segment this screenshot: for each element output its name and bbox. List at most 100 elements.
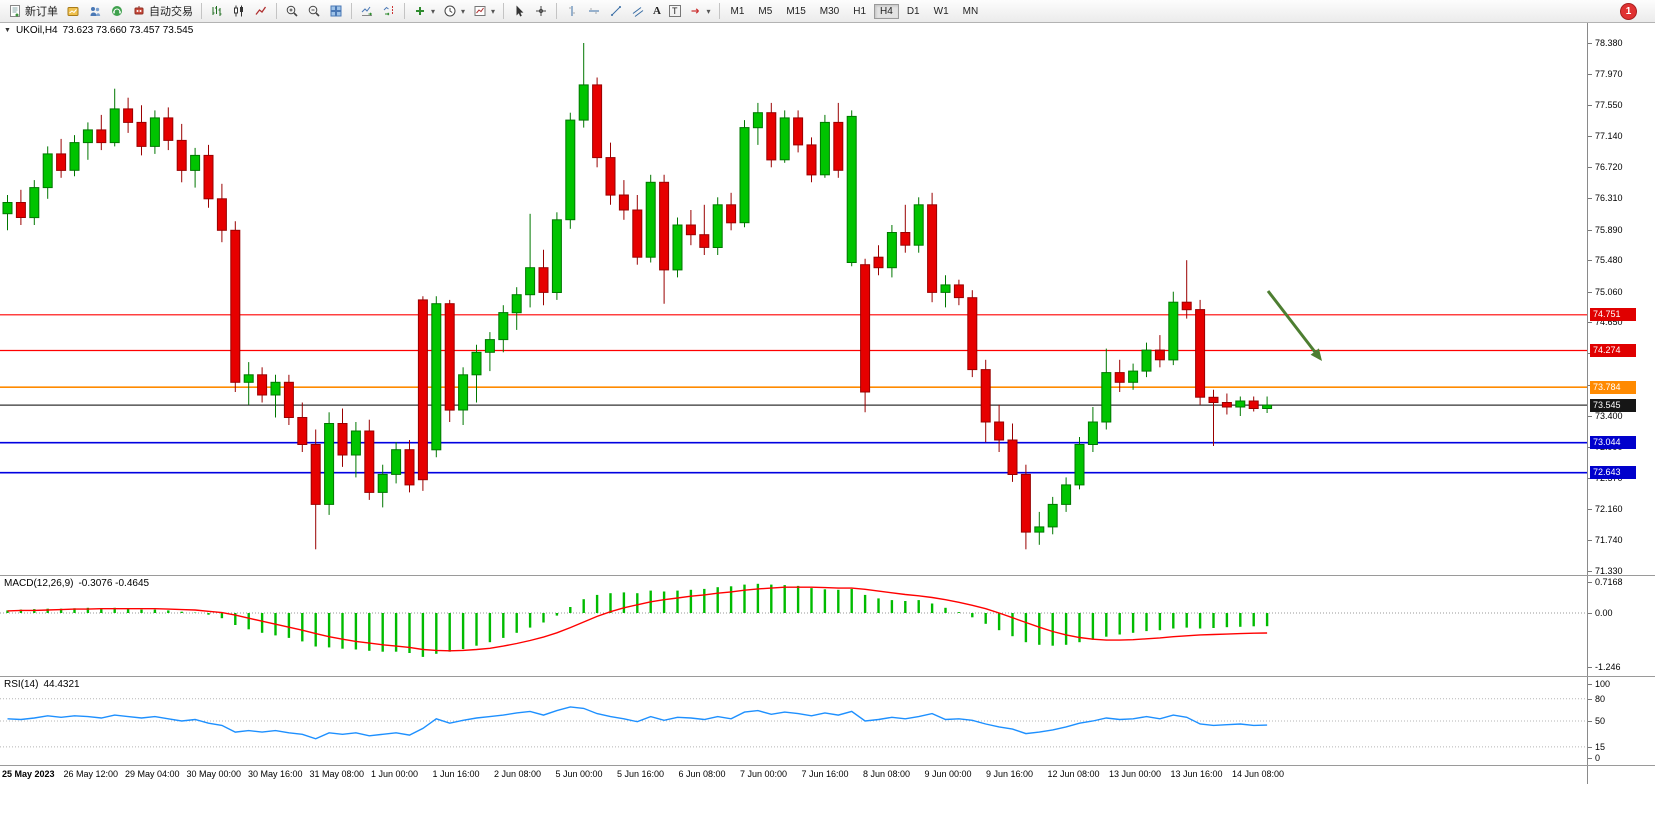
candlestick-chart-icon (232, 4, 246, 18)
macd-scale-label: 0.00 (1595, 608, 1613, 618)
charts-button[interactable] (62, 0, 84, 22)
scale-tick (1588, 43, 1592, 44)
price-tick-label: 77.550 (1595, 100, 1623, 111)
rsi-value: 44.4321 (43, 679, 80, 690)
rsi-panel[interactable]: RSI(14) 44.4321 (0, 677, 1588, 765)
macd-chart[interactable] (0, 576, 1587, 676)
macd-panel[interactable]: MACD(12,26,9) -0.3076 -0.4645 (0, 576, 1588, 676)
ohlc-text: 73.623 73.660 73.457 73.545 (62, 25, 194, 36)
candlestick-chart-button[interactable] (228, 0, 250, 22)
periods-dropdown[interactable]: ▾ (439, 0, 469, 22)
zoom-out-button[interactable] (303, 0, 325, 22)
time-axis-label: 8 Jun 08:00 (863, 769, 911, 779)
shapes-dropdown[interactable]: ▾ (685, 0, 715, 22)
scale-tick (1588, 540, 1592, 542)
text-tool-button[interactable]: A (649, 0, 665, 22)
scale-tick (1588, 105, 1592, 107)
rsi-scale-label: 100 (1595, 679, 1611, 689)
time-axis-row: 25 May 2023 26 May 12:00 29 May 04:00 30 Ma… (0, 765, 1655, 784)
support-button[interactable] (106, 0, 128, 22)
timeframe-m1[interactable]: M1 (730, 5, 745, 17)
indicators-dropdown[interactable]: ▾ (409, 0, 439, 22)
notification-badge[interactable]: 1 (1620, 2, 1637, 20)
time-axis-label: 1 Jun 16:00 (432, 769, 480, 779)
vertical-line-icon (565, 4, 579, 18)
price-tick-label: 71.330 (1595, 566, 1623, 575)
timeframe-m15[interactable]: M15 (786, 5, 806, 17)
price-tag: 74.751 (1590, 308, 1636, 322)
new-order-button[interactable]: 新订单 (4, 0, 62, 22)
auto-scroll-button[interactable] (356, 0, 378, 22)
scale-tick (1588, 167, 1592, 169)
scale-tick (1588, 135, 1592, 137)
scale-tick (1588, 229, 1592, 231)
channel-button[interactable] (627, 0, 649, 22)
price-tick-label: 76.310 (1595, 193, 1623, 204)
price-chart-panel[interactable]: ▼ UKOil,H4 73.623 73.660 73.457 73.545 (0, 23, 1588, 575)
candlestick-chart[interactable] (0, 23, 1587, 575)
timeframe-d1[interactable]: D1 (906, 5, 920, 17)
time-axis-label: 2 Jun 08:00 (494, 769, 542, 779)
price-tick-label: 75.890 (1595, 224, 1623, 235)
chevron-down-icon[interactable]: ▼ (4, 27, 11, 34)
time-axis[interactable]: 25 May 2023 26 May 12:00 29 May 04:00 30 Ma… (0, 766, 1588, 784)
price-tick-label: 73.400 (1595, 411, 1623, 421)
label-tool-button[interactable]: T (665, 0, 685, 22)
price-tick-label: 72.160 (1595, 503, 1623, 514)
macd-signal-line (7, 586, 1268, 652)
price-tag: 73.784 (1590, 380, 1636, 394)
annotation-arrow[interactable] (1266, 290, 1319, 357)
toolbar-separator (556, 3, 558, 19)
chart-symbol-label: ▼ UKOil,H4 73.623 73.660 73.457 73.545 (4, 25, 193, 36)
price-tick-label: 74.650 (1595, 317, 1623, 328)
macd-values: -0.3076 -0.4645 (78, 578, 150, 589)
timeframe-h1[interactable]: H1 (853, 5, 867, 17)
horizontal-line-button[interactable] (583, 0, 605, 22)
symbol-text: UKOil,H4 (15, 25, 58, 36)
line-chart-button[interactable] (250, 0, 272, 22)
tile-windows-button[interactable] (325, 0, 347, 22)
time-axis-label: 12 Jun 08:00 (1047, 769, 1100, 779)
bar-chart-button[interactable] (206, 0, 228, 22)
bar-chart-icon (210, 4, 224, 18)
chevron-down-icon: ▾ (461, 6, 466, 16)
price-tick-label: 75.480 (1595, 255, 1623, 266)
timeframe-m5[interactable]: M5 (758, 5, 773, 17)
price-chart-row: ▼ UKOil,H4 73.623 73.660 73.457 73.545 7… (0, 23, 1655, 575)
scale-tick (1588, 582, 1592, 584)
channel-icon (631, 4, 645, 18)
zoom-in-button[interactable] (281, 0, 303, 22)
scale-tick (1588, 746, 1592, 748)
macd-row: MACD(12,26,9) -0.3076 -0.4645 0.7168 0.00… (0, 575, 1655, 676)
community-button[interactable] (84, 0, 106, 22)
time-axis-label: 29 May 04:00 (125, 769, 180, 779)
scale-tick (1588, 698, 1592, 700)
crosshair-button[interactable] (530, 0, 552, 22)
timeframe-m30[interactable]: M30 (819, 5, 840, 17)
time-axis-label: 25 May 2023 (2, 769, 55, 779)
templates-dropdown[interactable]: ▾ (469, 0, 499, 22)
time-axis-label: 6 Jun 08:00 (678, 769, 726, 779)
timeframe-w1[interactable]: W1 (933, 5, 949, 17)
time-axis-label: 13 Jun 16:00 (1170, 769, 1223, 779)
trendline-button[interactable] (605, 0, 627, 22)
macd-label: MACD(12,26,9) -0.3076 -0.4645 (4, 578, 149, 589)
timeframe-mn[interactable]: MN (962, 5, 979, 17)
auto-trading-button[interactable]: 自动交易 (128, 0, 197, 22)
rsi-chart[interactable] (0, 677, 1587, 765)
auto-trading-label: 自动交易 (149, 6, 193, 18)
price-scale[interactable]: 78.380 77.970 77.550 77.140 76.720 76.310 75.8… (1588, 23, 1655, 575)
chart-shift-button[interactable] (378, 0, 400, 22)
vertical-line-button[interactable] (561, 0, 583, 22)
scale-tick (1588, 613, 1592, 614)
scale-tick (1588, 721, 1592, 722)
scale-tick (1588, 758, 1592, 759)
cursor-button[interactable] (508, 0, 530, 22)
scale-tick (1588, 571, 1592, 573)
tile-windows-icon (329, 4, 343, 18)
price-tag: 72.643 (1590, 466, 1636, 480)
scale-tick (1588, 291, 1592, 293)
timeframe-h4[interactable]: H4 (874, 3, 899, 19)
zoom-in-icon (285, 4, 299, 18)
